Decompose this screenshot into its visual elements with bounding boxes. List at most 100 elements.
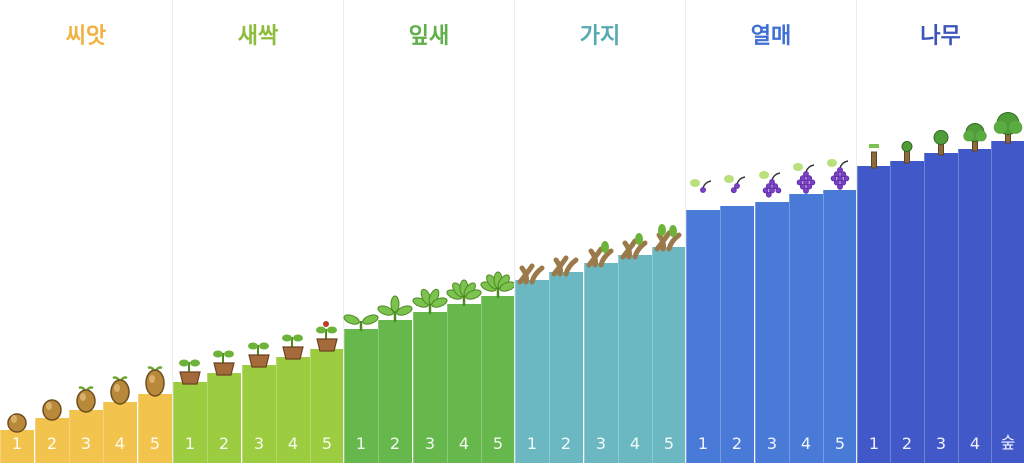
step-bar: 5 xyxy=(823,159,857,463)
grape-icon xyxy=(758,170,786,204)
step-label: 3 xyxy=(766,434,778,453)
leaf-icon xyxy=(343,307,379,331)
sprout-pot-icon xyxy=(314,321,340,352)
tree-icon xyxy=(961,123,989,152)
step-bar: 5 xyxy=(652,224,686,463)
step-label: 2 xyxy=(46,434,58,453)
step-label: 2 xyxy=(731,434,743,453)
stage-title: 열매 xyxy=(750,24,792,49)
tree-icon xyxy=(860,140,888,169)
grape-icon xyxy=(792,162,820,196)
stage-column: 가지 1 2 3 4 5 xyxy=(514,0,686,463)
step-label: 1 xyxy=(868,434,880,453)
seed-icon xyxy=(5,408,29,433)
branch-icon xyxy=(551,250,580,277)
step-bar: 2 xyxy=(207,350,241,463)
step-label: 4 xyxy=(114,434,126,453)
step-bar: 1 xyxy=(0,413,34,463)
step-bar: 3 xyxy=(69,386,103,463)
step-bar: 3 xyxy=(755,171,789,463)
step-label: 4 xyxy=(629,434,641,453)
tree-icon xyxy=(993,112,1023,144)
branch-icon xyxy=(517,258,546,285)
leaf-icon xyxy=(446,279,482,306)
sprout-pot-icon xyxy=(177,354,203,385)
tree-icon xyxy=(927,127,955,156)
leaf-icon xyxy=(377,295,413,322)
step-label: 5 xyxy=(149,434,161,453)
stage-column: 열매 1 2 3 4 5 xyxy=(685,0,857,463)
step-bar: 5 xyxy=(138,366,172,463)
step-bar: 1 xyxy=(515,263,549,463)
step-label: 4 xyxy=(969,434,981,453)
step-bar: 3 xyxy=(924,130,958,463)
step-label: 5 xyxy=(321,434,333,453)
step-label: 2 xyxy=(218,434,230,453)
stage-column: 새싹 1 2 3 4 5 xyxy=(172,0,344,463)
step-bar: 2 xyxy=(890,141,924,463)
step-bar: 1 xyxy=(686,179,720,463)
step-label: 3 xyxy=(80,434,92,453)
step-bar: 2 xyxy=(720,175,754,463)
step-bar: 2 xyxy=(549,255,583,463)
step-bar: 5 xyxy=(310,321,344,463)
step-bar: 4 xyxy=(276,334,310,463)
leaf-icon xyxy=(480,271,516,298)
step-bar: 3 xyxy=(242,342,276,463)
step-bar: 4 xyxy=(618,233,652,463)
step-label: 2 xyxy=(389,434,401,453)
tree-icon xyxy=(893,135,921,164)
stage-title: 나무 xyxy=(920,24,961,49)
step-label: 4 xyxy=(287,434,299,453)
step-bar: 4 xyxy=(103,376,137,463)
step-label: 1 xyxy=(526,434,538,453)
step-label: 1 xyxy=(184,434,196,453)
step-bar: 1 xyxy=(173,359,207,463)
seed-icon xyxy=(143,364,167,397)
step-bar: 3 xyxy=(412,288,448,463)
step-bar: 1 xyxy=(857,144,891,463)
sprout-pot-icon xyxy=(211,345,237,376)
step-label: 3 xyxy=(424,434,436,453)
step-label: 3 xyxy=(935,434,947,453)
step-bar: 4 xyxy=(958,123,992,463)
step-label: 5 xyxy=(834,434,846,453)
step-label: 2 xyxy=(560,434,572,453)
step-bar: 5 xyxy=(480,271,516,463)
step-label: 1 xyxy=(11,434,23,453)
stage-column: 잎새 1 2 3 4 5 xyxy=(343,0,516,463)
seed-icon xyxy=(108,374,132,405)
step-bar: 2 xyxy=(377,295,413,463)
grape-icon xyxy=(723,174,751,208)
step-label: 3 xyxy=(253,434,265,453)
step-label: 2 xyxy=(901,434,913,453)
grape-icon xyxy=(826,158,854,192)
sprout-pot-icon xyxy=(280,329,306,360)
stage-column: 씨앗 1 2 3 4 5 xyxy=(0,0,172,463)
step-label: 5 xyxy=(663,434,675,453)
grape-icon xyxy=(689,178,717,212)
stage-title: 새싹 xyxy=(237,24,279,49)
step-bar: 2 xyxy=(35,399,69,463)
seed-icon xyxy=(40,394,64,421)
step-label: 1 xyxy=(355,434,367,453)
step-bar: 1 xyxy=(343,314,379,463)
step-label: 5 xyxy=(492,434,504,453)
step-bar: 4 xyxy=(446,279,482,463)
step-label: 4 xyxy=(800,434,812,453)
leaf-icon xyxy=(412,288,448,314)
seed-icon xyxy=(74,384,98,413)
step-bar: 4 xyxy=(789,163,823,463)
step-label: 3 xyxy=(595,434,607,453)
step-label: 숲 xyxy=(1000,433,1016,452)
branch-icon xyxy=(620,233,649,260)
stage-column: 나무 1 2 3 4 숲 xyxy=(856,0,1024,463)
branch-icon xyxy=(586,241,615,268)
step-label: 1 xyxy=(697,434,709,453)
step-bar: 3 xyxy=(584,241,618,463)
step-bar: 숲 xyxy=(991,112,1024,463)
stage-title: 가지 xyxy=(579,24,621,49)
stage-title: 잎새 xyxy=(408,24,450,49)
branch-icon xyxy=(654,224,683,252)
